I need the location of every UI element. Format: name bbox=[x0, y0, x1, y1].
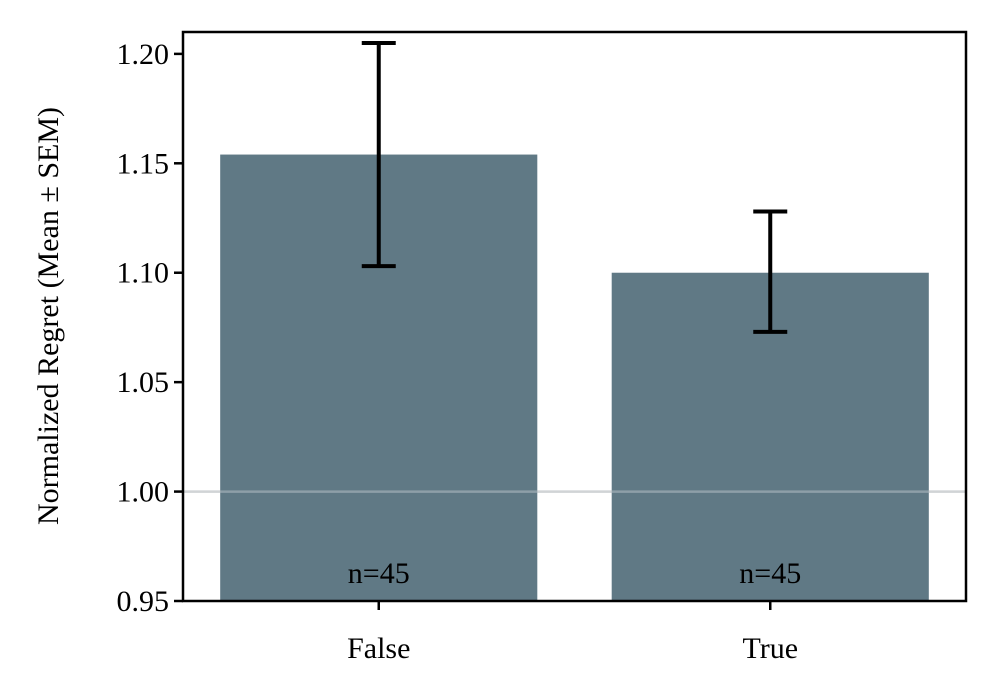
y-axis-label: Normalized Regret (Mean ± SEM) bbox=[32, 107, 65, 525]
y-tick-label: 1.20 bbox=[117, 38, 170, 71]
y-tick-label: 0.95 bbox=[117, 585, 170, 618]
y-tick-label: 1.10 bbox=[117, 257, 170, 290]
y-tick-label: 1.15 bbox=[117, 147, 170, 180]
sample-size-label: n=45 bbox=[739, 557, 801, 590]
sample-size-label: n=45 bbox=[348, 557, 410, 590]
x-tick-label: True bbox=[742, 632, 798, 665]
plot-frame bbox=[181, 30, 968, 603]
y-tick-label: 1.05 bbox=[117, 366, 170, 399]
y-tick-label: 1.00 bbox=[117, 476, 170, 509]
x-tick-label: False bbox=[347, 632, 410, 665]
